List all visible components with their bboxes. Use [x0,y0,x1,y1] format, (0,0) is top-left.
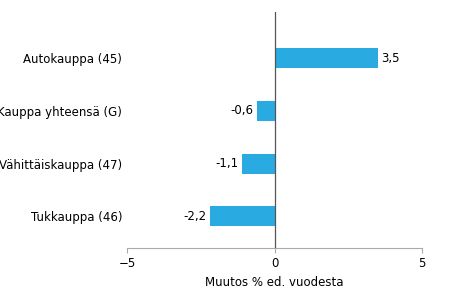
Bar [257,101,275,121]
Bar [210,206,275,226]
Bar [242,153,275,174]
X-axis label: Muutos % ed. vuodesta: Muutos % ed. vuodesta [205,276,344,289]
Text: -0,6: -0,6 [231,104,253,117]
Bar [275,48,378,68]
Text: -2,2: -2,2 [183,210,206,223]
Text: -1,1: -1,1 [216,157,239,170]
Text: 3,5: 3,5 [381,52,400,65]
